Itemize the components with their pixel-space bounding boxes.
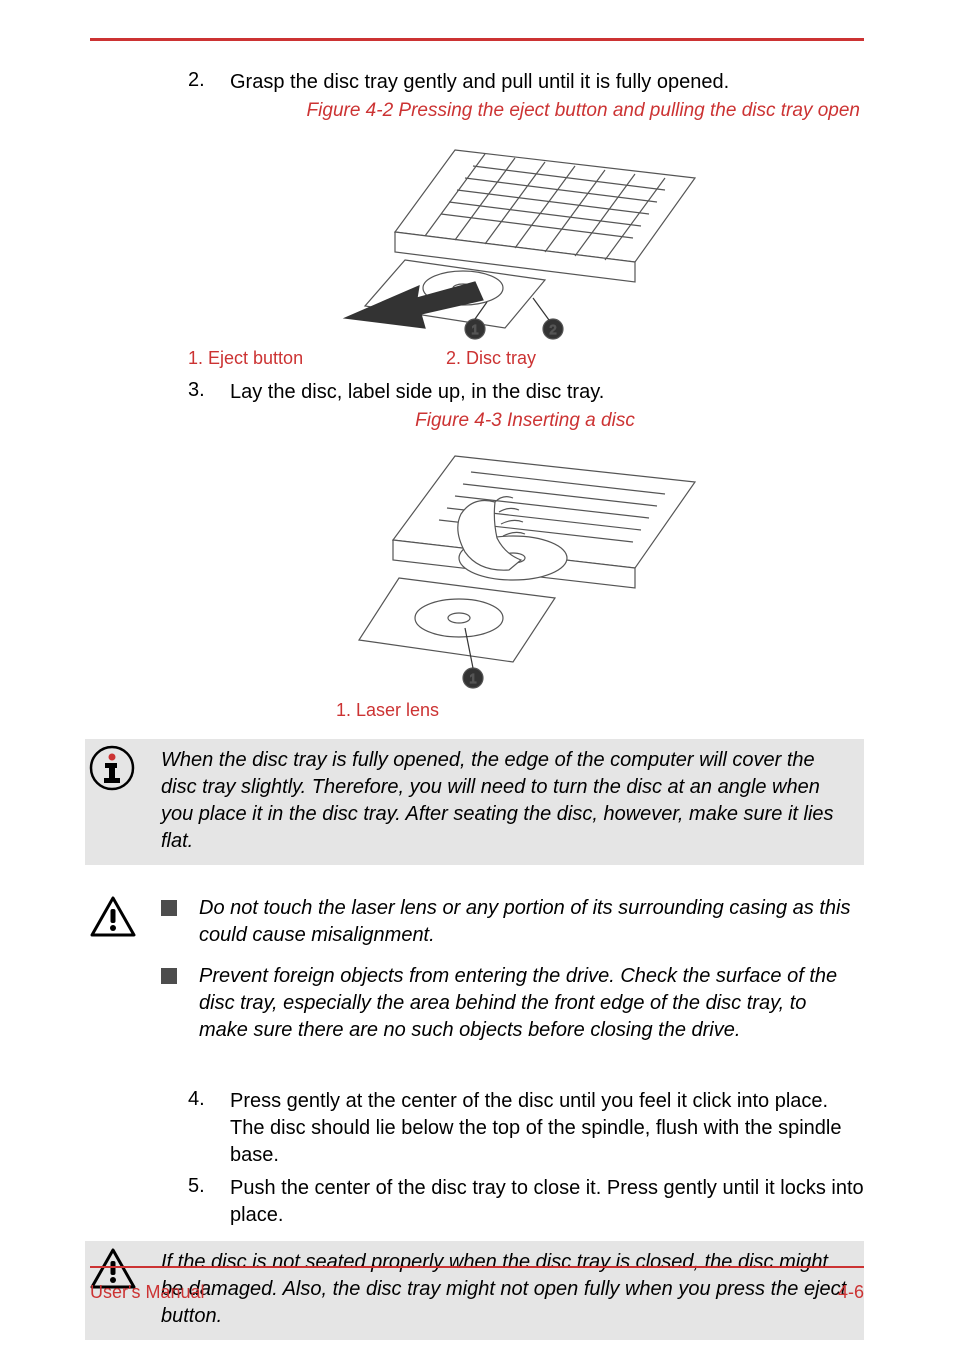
step-2-text: Grasp the disc tray gently and pull unti… [230, 69, 729, 96]
step-2-num: 2. [186, 69, 230, 96]
bullet-icon [161, 900, 177, 916]
footer: User's Manual 4-6 [90, 1266, 864, 1303]
warning-list-block: Do not touch the laser lens or any porti… [85, 889, 864, 1068]
note-info-text: When the disc tray is fully opened, the … [161, 739, 864, 865]
svg-text:2: 2 [549, 322, 556, 337]
figure-4-2-legend-2: 2. Disc tray [446, 348, 536, 369]
step-3-text: Lay the disc, label side up, in the disc… [230, 379, 604, 406]
top-rule [90, 38, 864, 41]
step-5-text: Push the center of the disc tray to clos… [230, 1175, 864, 1229]
figure-4-2-image: 1 2 [335, 132, 715, 342]
info-icon [89, 745, 135, 791]
warning-item-1-text: Do not touch the laser lens or any porti… [199, 895, 854, 949]
step-4-text: Press gently at the center of the disc u… [230, 1088, 864, 1169]
figure-4-2-legend-1: 1. Eject button [186, 348, 446, 369]
note-info: When the disc tray is fully opened, the … [85, 739, 864, 865]
warning-icon [89, 895, 137, 939]
warning-item-2-text: Prevent foreign objects from entering th… [199, 963, 854, 1044]
footer-left: User's Manual [90, 1282, 204, 1303]
step-3: 3. Lay the disc, label side up, in the d… [186, 379, 864, 406]
step-4-num: 4. [186, 1088, 230, 1169]
warning-item-2: Prevent foreign objects from entering th… [161, 963, 854, 1044]
figure-4-2-caption: Figure 4-2 Pressing the eject button and… [186, 100, 860, 122]
figure-4-2-legend: 1. Eject button 2. Disc tray [186, 348, 864, 369]
figure-4-3-legend-1: 1. Laser lens [336, 700, 864, 721]
bullet-icon [161, 968, 177, 984]
step-3-num: 3. [186, 379, 230, 406]
figure-4-3-image: 1 [345, 442, 705, 692]
svg-text:1: 1 [469, 671, 476, 686]
step-4: 4. Press gently at the center of the dis… [186, 1088, 864, 1169]
svg-text:1: 1 [471, 322, 478, 337]
step-5: 5. Push the center of the disc tray to c… [186, 1175, 864, 1229]
warning-item-1: Do not touch the laser lens or any porti… [161, 895, 854, 949]
step-2: 2. Grasp the disc tray gently and pull u… [186, 69, 864, 96]
footer-right: 4-6 [838, 1282, 864, 1303]
step-5-num: 5. [186, 1175, 230, 1229]
figure-4-3-caption: Figure 4-3 Inserting a disc [186, 410, 864, 432]
